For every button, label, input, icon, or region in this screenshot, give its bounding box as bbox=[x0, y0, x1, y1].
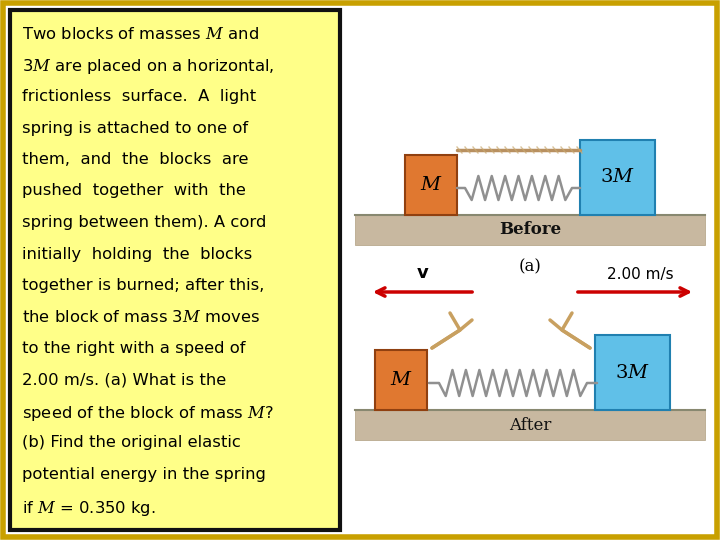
Text: Two blocks of masses $\mathit{M}$ and: Two blocks of masses $\mathit{M}$ and bbox=[22, 26, 259, 42]
Bar bbox=[375, 350, 427, 410]
Text: 3$\mathit{M}$ are placed on a horizontal,: 3$\mathit{M}$ are placed on a horizontal… bbox=[22, 57, 274, 77]
Text: speed of the block of mass $\mathit{M}$?: speed of the block of mass $\mathit{M}$? bbox=[22, 404, 274, 423]
Bar bbox=[355, 215, 705, 245]
Text: $\mathit{M}$: $\mathit{M}$ bbox=[390, 371, 413, 389]
Text: $\mathbf{v}$: $\mathbf{v}$ bbox=[416, 264, 430, 282]
Text: (b) Find the original elastic: (b) Find the original elastic bbox=[22, 435, 241, 450]
Text: pushed  together  with  the: pushed together with the bbox=[22, 184, 246, 199]
Bar bbox=[10, 10, 340, 530]
Text: (a): (a) bbox=[518, 259, 541, 275]
Text: $\mathit{3M}$: $\mathit{3M}$ bbox=[615, 363, 650, 381]
Text: if $\mathit{M}$ = 0.350 kg.: if $\mathit{M}$ = 0.350 kg. bbox=[22, 498, 156, 517]
Bar bbox=[580, 140, 655, 215]
Text: spring between them). A cord: spring between them). A cord bbox=[22, 215, 266, 230]
Bar bbox=[405, 155, 457, 215]
Text: 2.00 m/s: 2.00 m/s bbox=[607, 267, 673, 282]
Text: spring is attached to one of: spring is attached to one of bbox=[22, 120, 248, 136]
Text: potential energy in the spring: potential energy in the spring bbox=[22, 467, 266, 482]
Text: them,  and  the  blocks  are: them, and the blocks are bbox=[22, 152, 248, 167]
Text: initially  holding  the  blocks: initially holding the blocks bbox=[22, 246, 252, 261]
Text: together is burned; after this,: together is burned; after this, bbox=[22, 278, 264, 293]
Text: Before: Before bbox=[499, 221, 561, 239]
Text: to the right with a speed of: to the right with a speed of bbox=[22, 341, 246, 356]
Text: 2.00 m/s. (a) What is the: 2.00 m/s. (a) What is the bbox=[22, 373, 226, 388]
Text: $\mathit{M}$: $\mathit{M}$ bbox=[420, 176, 442, 194]
Text: the block of mass 3$\mathit{M}$ moves: the block of mass 3$\mathit{M}$ moves bbox=[22, 309, 260, 326]
Bar bbox=[355, 410, 705, 440]
Bar bbox=[595, 335, 670, 410]
Text: frictionless  surface.  A  light: frictionless surface. A light bbox=[22, 89, 256, 104]
Text: After: After bbox=[509, 416, 552, 434]
Text: $\mathit{3M}$: $\mathit{3M}$ bbox=[600, 168, 635, 186]
